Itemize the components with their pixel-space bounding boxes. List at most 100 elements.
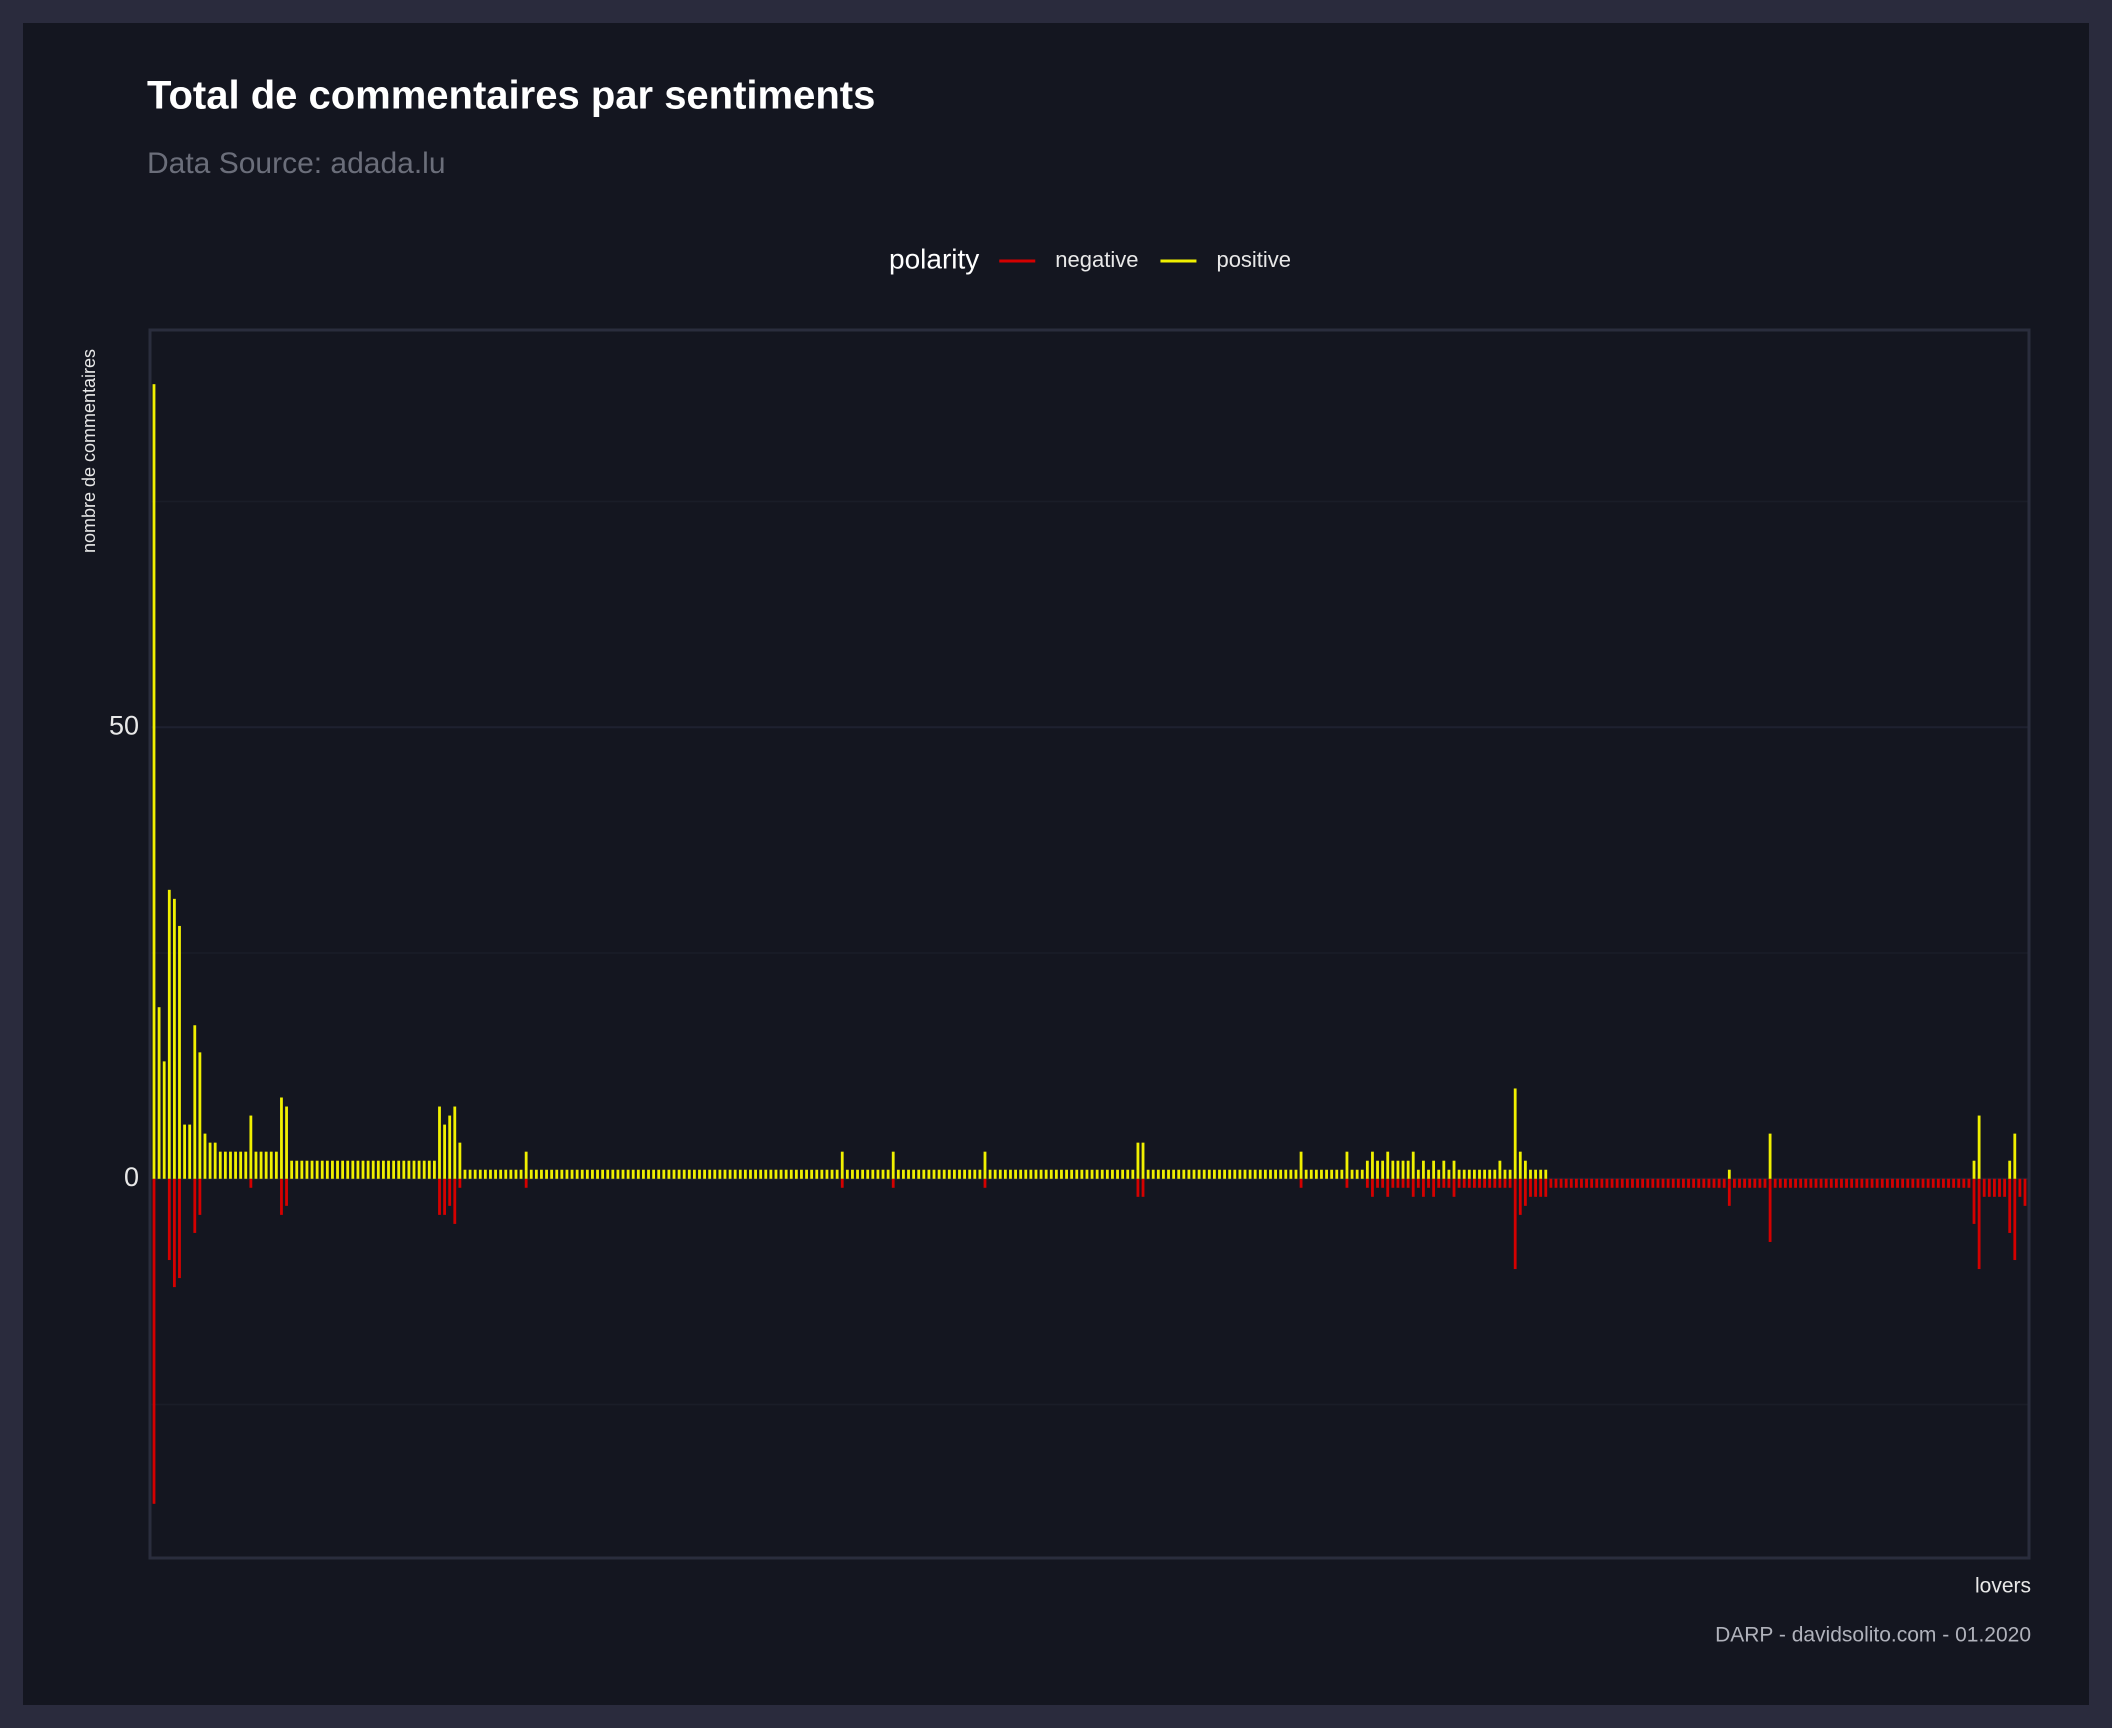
bar — [453, 1178, 457, 1224]
bar — [1457, 1178, 1461, 1188]
bar — [2018, 1178, 2022, 1197]
bar — [361, 1160, 365, 1179]
bar — [1381, 1178, 1385, 1188]
bar — [1544, 1178, 1548, 1197]
legend-label: negative — [1055, 247, 1138, 272]
bar — [402, 1160, 406, 1179]
bar — [1600, 1178, 1604, 1188]
bar — [1518, 1151, 1522, 1179]
bar — [1233, 1169, 1237, 1179]
bar — [652, 1169, 656, 1179]
bar — [1651, 1178, 1655, 1188]
bar — [958, 1169, 961, 1179]
bar — [1641, 1178, 1645, 1188]
bar — [575, 1169, 579, 1179]
y-tick-label: 50 — [109, 710, 139, 740]
bar — [1401, 1178, 1405, 1188]
bar — [1274, 1169, 1277, 1179]
bar — [427, 1160, 431, 1179]
bar — [1860, 1178, 1864, 1188]
bar — [1483, 1169, 1487, 1179]
bar — [733, 1169, 737, 1179]
bar — [845, 1169, 849, 1179]
bar — [1376, 1178, 1379, 1188]
bar — [1758, 1178, 1762, 1188]
bar — [927, 1169, 931, 1179]
bar — [1972, 1178, 1976, 1224]
bar — [611, 1169, 615, 1179]
bar — [1671, 1178, 1675, 1188]
bar — [438, 1106, 441, 1179]
bar — [152, 384, 156, 1179]
bar — [392, 1160, 396, 1179]
bar — [1549, 1178, 1553, 1188]
bar — [534, 1169, 538, 1179]
bar — [305, 1160, 309, 1179]
bar — [1146, 1169, 1150, 1179]
bar — [1345, 1178, 1349, 1188]
bar — [1345, 1151, 1349, 1179]
bar — [1880, 1178, 1884, 1188]
bar — [922, 1169, 926, 1179]
bar — [249, 1178, 253, 1188]
bar — [647, 1169, 650, 1179]
bar — [1279, 1169, 1283, 1179]
bar — [1702, 1178, 1706, 1188]
bar — [952, 1169, 956, 1179]
bar — [1406, 1178, 1410, 1188]
bar — [478, 1169, 482, 1179]
bar — [1141, 1178, 1145, 1197]
bar — [274, 1151, 278, 1179]
bar — [443, 1124, 446, 1179]
bar — [2013, 1133, 2017, 1179]
bar — [504, 1169, 508, 1179]
bar — [325, 1160, 329, 1179]
bar — [1396, 1178, 1400, 1188]
bar — [448, 1115, 452, 1179]
bar — [1049, 1169, 1053, 1179]
bar — [1967, 1178, 1971, 1188]
bar — [1294, 1169, 1298, 1179]
bar — [1845, 1178, 1848, 1188]
bar — [728, 1169, 732, 1179]
bar — [1248, 1169, 1252, 1179]
bar — [1080, 1169, 1084, 1179]
bar — [1544, 1169, 1548, 1179]
bar — [519, 1169, 523, 1179]
bar — [876, 1169, 880, 1179]
bar — [320, 1160, 324, 1179]
bar — [830, 1169, 834, 1179]
bar — [1523, 1160, 1527, 1179]
bar — [1151, 1169, 1155, 1179]
bar — [1075, 1169, 1079, 1179]
bar — [1829, 1178, 1833, 1188]
bar — [249, 1115, 253, 1179]
bar — [356, 1160, 360, 1179]
bar — [983, 1178, 987, 1188]
bar — [1314, 1169, 1318, 1179]
bar — [1763, 1178, 1767, 1188]
bar — [886, 1169, 890, 1179]
bar — [218, 1151, 222, 1179]
bar — [835, 1169, 839, 1179]
bar — [183, 1124, 186, 1179]
bar — [1213, 1169, 1216, 1179]
bar — [1595, 1178, 1599, 1188]
bar — [861, 1169, 865, 1179]
bar — [1559, 1178, 1563, 1188]
bar — [1676, 1178, 1680, 1188]
bar — [412, 1160, 416, 1179]
bar — [606, 1169, 610, 1179]
bar — [1095, 1169, 1099, 1179]
bar — [1885, 1178, 1889, 1188]
bar — [259, 1151, 263, 1179]
bar — [1054, 1169, 1058, 1179]
bar — [1330, 1169, 1334, 1179]
bar — [738, 1169, 742, 1179]
bar — [1768, 1178, 1772, 1242]
bar — [570, 1169, 574, 1179]
bar — [1105, 1169, 1109, 1179]
bar — [1070, 1169, 1074, 1179]
bar — [458, 1142, 462, 1179]
bar — [1365, 1160, 1369, 1179]
